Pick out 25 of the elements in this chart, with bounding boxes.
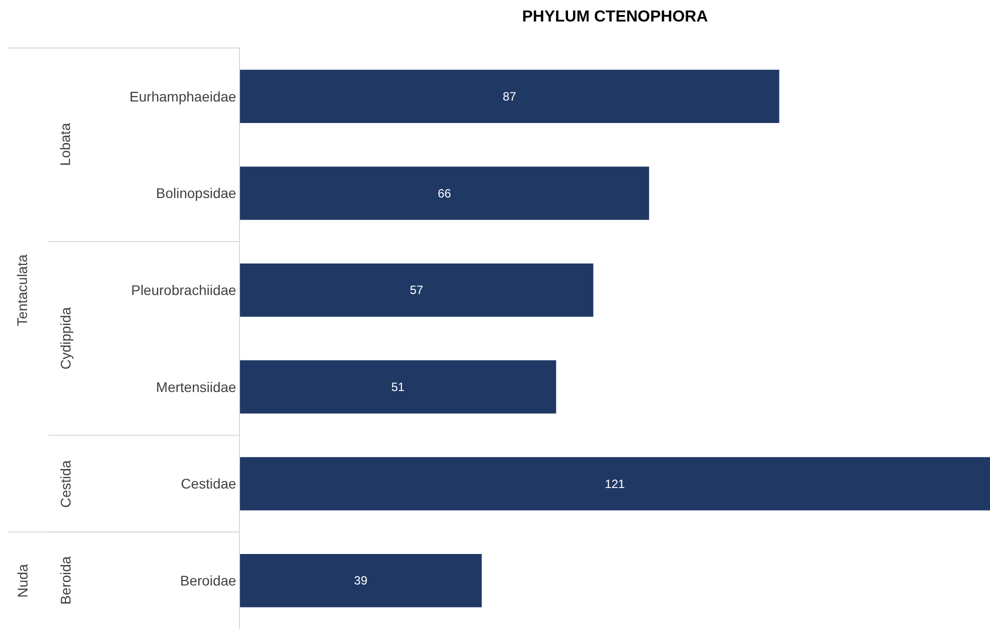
bar [240,70,780,124]
text: Beroida [57,556,74,605]
data-label: 39 [354,574,368,588]
y-tick-label: Beroidae [180,572,236,588]
y-tick-label: Cestidae [180,476,236,492]
data-label: 66 [438,186,452,200]
y-tick-label: Bolinopsidae [156,185,236,202]
text: Lobata [57,122,74,166]
bar [240,166,650,220]
chart-title: PHYLUM CTENOPHORA [522,8,708,26]
text: Nuda [14,564,30,598]
bar [240,554,482,608]
bar [240,360,556,414]
text: Cydippida [58,307,74,370]
data-label: 57 [410,283,424,298]
bar [240,457,990,510]
y-tick-label: Mertensiidae [156,378,236,395]
text: Cestida [57,460,74,508]
data-label: 87 [502,89,516,104]
data-label: 51 [391,380,405,394]
bar [240,263,594,317]
text: Tentaculata [14,254,30,326]
y-tick-label: Pleurobrachiidae [131,282,236,298]
y-tick-label: Eurhamphaeidae [130,88,236,104]
data-label: 121 [604,476,626,491]
